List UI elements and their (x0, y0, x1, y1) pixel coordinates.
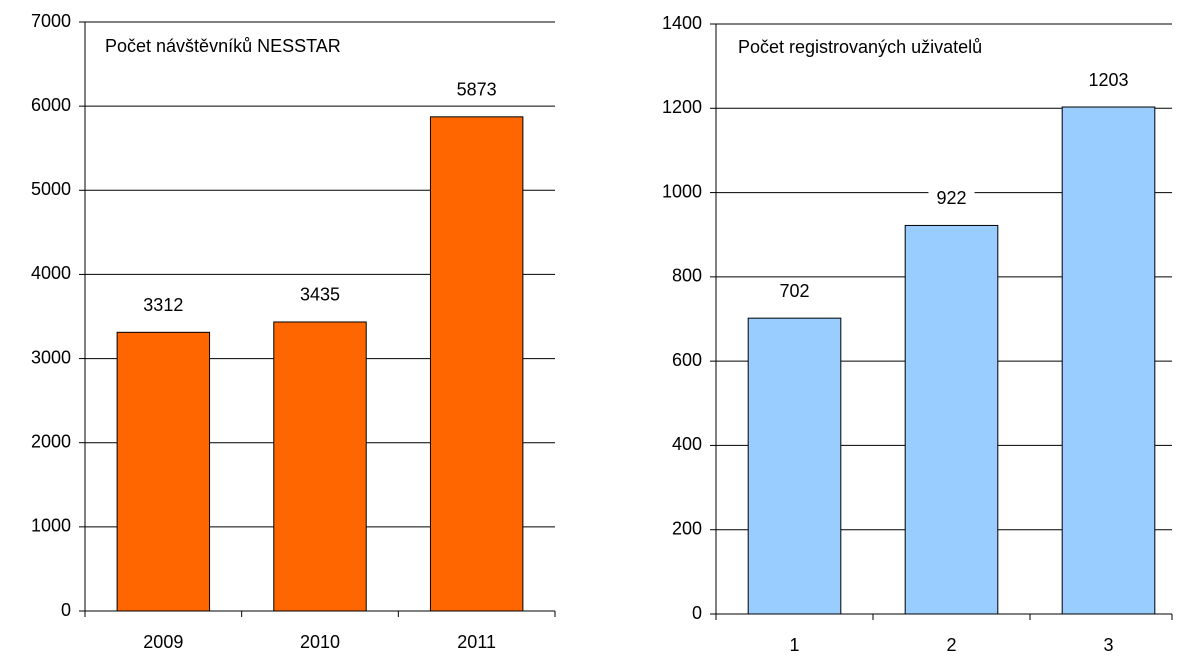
chart-title: Počet návštěvníků NESSTAR (105, 36, 341, 56)
x-tick-label: 2 (946, 635, 956, 655)
y-tick-label: 2000 (31, 431, 71, 451)
y-tick-label: 6000 (31, 95, 71, 115)
y-tick-label: 4000 (31, 263, 71, 283)
y-tick-label: 0 (61, 600, 71, 620)
data-label-background (135, 292, 192, 319)
y-tick-label: 5000 (31, 179, 71, 199)
y-tick-label: 1200 (662, 97, 702, 117)
x-tick-label: 3 (1103, 635, 1113, 655)
y-tick-label: 800 (672, 266, 702, 286)
y-tick-label: 600 (672, 350, 702, 370)
x-tick-label: 2009 (143, 632, 183, 652)
data-label: 1203 (1088, 70, 1128, 90)
bar (747, 317, 842, 615)
bar (273, 321, 367, 612)
y-tick-label: 7000 (31, 11, 71, 31)
data-label-background (1080, 67, 1137, 94)
y-tick-label: 3000 (31, 347, 71, 367)
chart-title: Počet registrovaných uživatelů (738, 37, 982, 57)
y-tick-label: 1000 (31, 516, 71, 536)
data-label-background (291, 281, 349, 308)
y-tick-label: 1400 (662, 13, 702, 33)
x-tick-label: 2011 (457, 632, 496, 652)
data-label-background (448, 76, 505, 103)
x-tick-label: 2010 (300, 632, 340, 652)
y-tick-label: 0 (692, 603, 702, 623)
title-background (732, 34, 989, 62)
chart: 0 200 400 600 800 1000 1200 1400 Počet registrov… (662, 13, 1173, 655)
bar (1061, 106, 1156, 615)
bar (429, 116, 524, 612)
bar (904, 224, 999, 615)
data-label: 3312 (143, 295, 183, 315)
data-label: 922 (936, 188, 966, 208)
y-tick-label: 400 (672, 434, 702, 454)
y-tick-label: 200 (672, 518, 702, 538)
chart: 0 1000 2000 3000 4000 5000 6000 7000 Počet návšt… (31, 11, 556, 652)
data-label: 3435 (300, 285, 340, 305)
data-label: 702 (779, 281, 809, 301)
data-label-background (771, 278, 818, 305)
x-tick-label: 1 (789, 635, 799, 655)
y-tick-label: 1000 (662, 181, 702, 201)
data-label-background (928, 185, 975, 212)
data-label: 5873 (457, 80, 497, 100)
title-background (99, 33, 347, 61)
bar (116, 331, 211, 612)
